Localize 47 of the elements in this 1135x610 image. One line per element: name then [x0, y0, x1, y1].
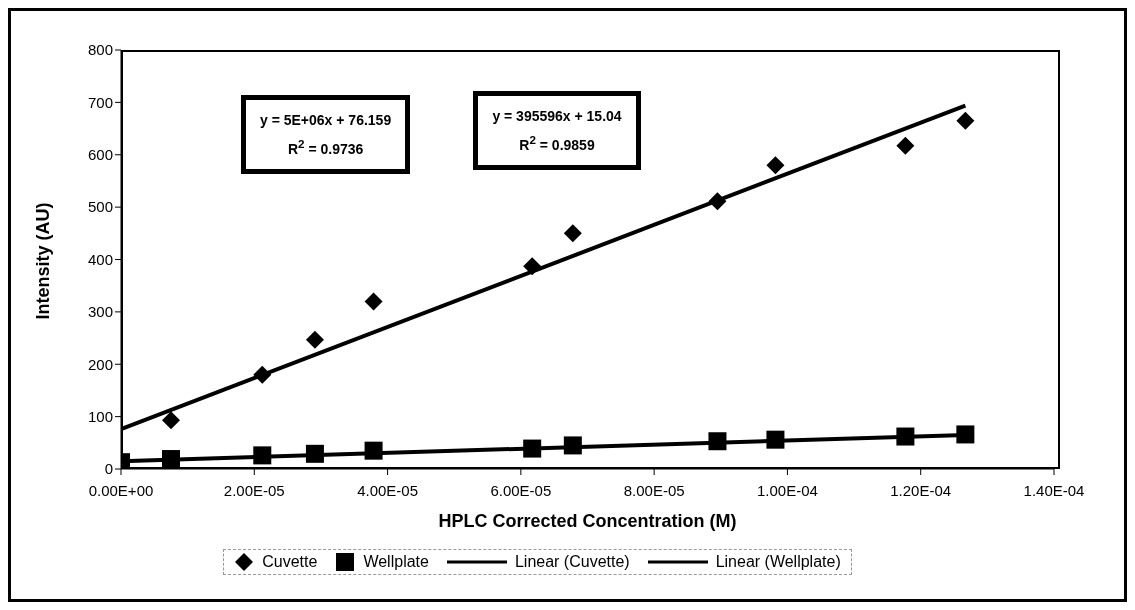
y-tick-label: 100 — [87, 407, 113, 425]
x-tick-label: 8.00E-05 — [623, 481, 685, 499]
point — [766, 430, 785, 449]
x-axis-title: HPLC Corrected Concentration (M) — [438, 511, 737, 531]
y-tick-label: 800 — [87, 41, 113, 59]
y-tick-label: 0 — [104, 460, 113, 478]
legend-label: Linear (Cuvette) — [514, 553, 630, 571]
point — [253, 365, 272, 384]
point — [305, 330, 324, 349]
point — [364, 441, 383, 460]
point — [563, 224, 582, 243]
y-tick-label: 300 — [87, 303, 113, 321]
point — [523, 439, 542, 458]
x-tick-label: 4.00E-05 — [357, 481, 419, 499]
point — [956, 425, 975, 444]
x-tick-label: 1.20E-04 — [890, 481, 952, 499]
y-axis-title: Intensity (AU) — [33, 202, 54, 320]
x-tick-label: 6.00E-05 — [490, 481, 552, 499]
point — [253, 446, 272, 465]
x-tick-label: 1.40E-04 — [1023, 481, 1085, 499]
legend-label: Cuvette — [262, 553, 318, 571]
text-box: y = 395596x + 15.04 R$^{2}$ = 0.9859 — [473, 91, 641, 170]
point — [161, 411, 180, 430]
annotation: y = 395596x + 15.04 R$^{2}$ = 0.9859 — [492, 107, 622, 155]
point — [523, 257, 542, 276]
point — [896, 427, 915, 446]
point — [766, 156, 785, 175]
point — [708, 432, 727, 451]
text-box: y = 5E+06x + 76.159 R$^{2}$ = 0.9736 — [241, 95, 411, 174]
y-tick-label: 500 — [87, 198, 113, 216]
annotation: y = 5E+06x + 76.159 R$^{2}$ = 0.9736 — [260, 111, 392, 159]
y-tick-label: 700 — [87, 93, 113, 111]
x-tick-label: 0.00E+00 — [88, 481, 154, 499]
y-tick-label: 400 — [87, 250, 113, 268]
y-tick-label: 200 — [87, 355, 113, 373]
y-tick-label: 600 — [87, 146, 113, 164]
point — [364, 292, 383, 311]
point — [563, 436, 582, 455]
point — [708, 192, 727, 211]
x-tick-label: 2.00E-05 — [223, 481, 285, 499]
x-tick-label: 1.00E-04 — [756, 481, 818, 499]
legend-label: Wellplate — [363, 553, 429, 571]
point — [305, 444, 324, 463]
point — [896, 136, 915, 155]
legend-label: Linear (Wellplate) — [715, 553, 841, 571]
point — [956, 111, 975, 130]
point — [161, 450, 180, 469]
